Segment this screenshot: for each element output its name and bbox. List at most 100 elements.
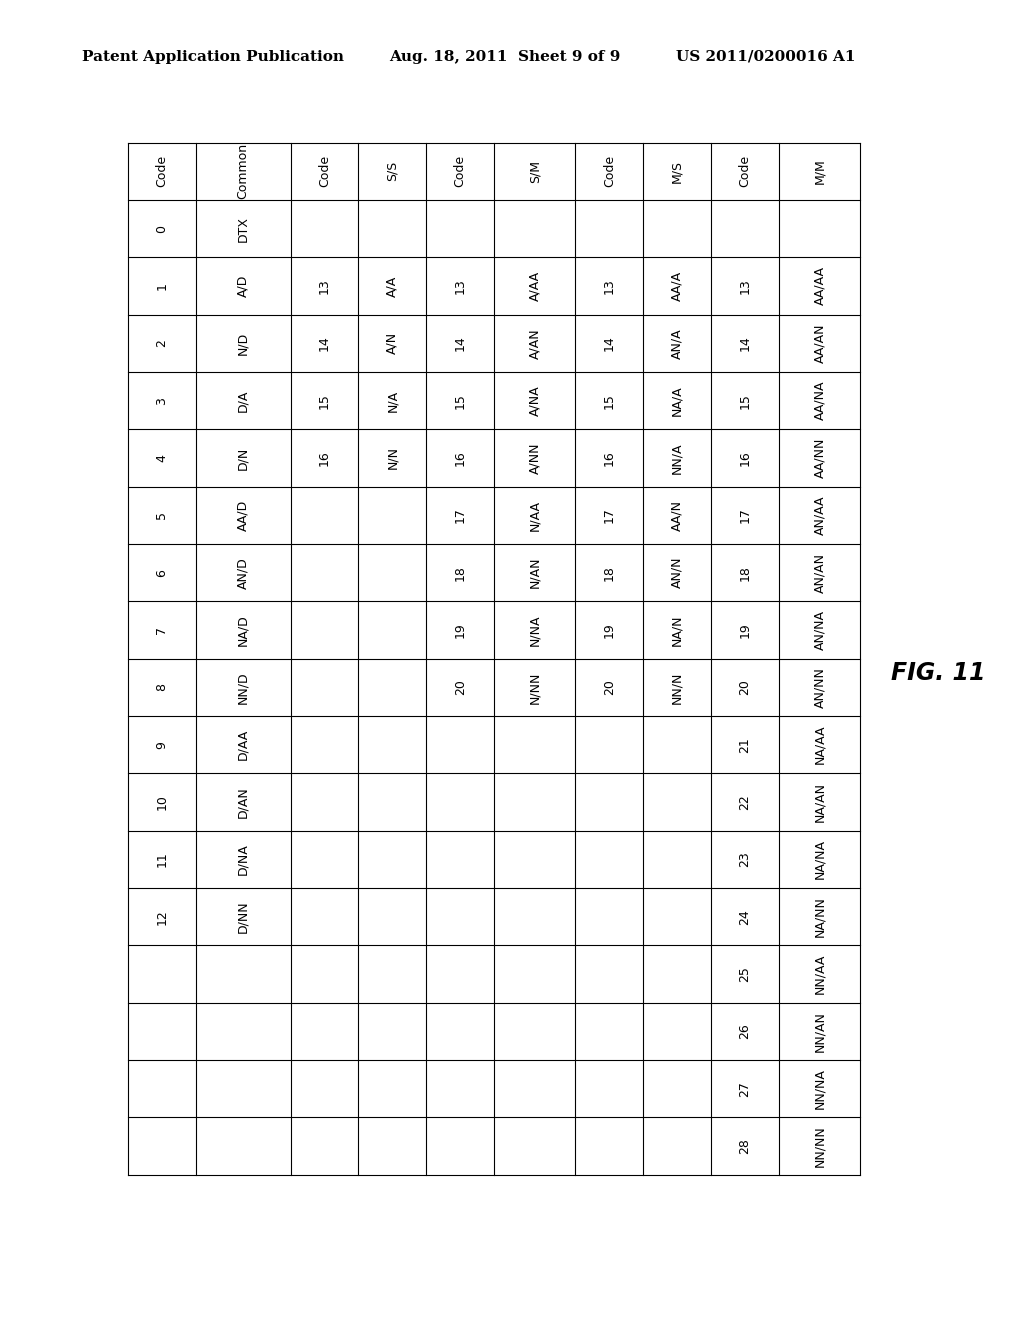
Text: S/S: S/S [386,161,399,181]
Text: Code: Code [603,156,615,187]
Text: M/M: M/M [813,158,826,183]
Text: 23: 23 [738,851,752,867]
Text: AA/A: AA/A [671,271,684,301]
Text: 21: 21 [738,737,752,752]
Text: 14: 14 [454,335,467,351]
Text: 20: 20 [738,680,752,696]
Text: Aug. 18, 2011  Sheet 9 of 9: Aug. 18, 2011 Sheet 9 of 9 [389,50,621,63]
Text: NA/AA: NA/AA [813,725,826,764]
Text: AN/A: AN/A [671,327,684,359]
Text: 17: 17 [738,507,752,523]
Text: NA/D: NA/D [237,614,250,645]
Text: AN/N: AN/N [671,557,684,589]
Text: M/S: M/S [671,160,684,182]
Text: 25: 25 [738,966,752,982]
Text: AA/D: AA/D [237,500,250,531]
Text: A/NA: A/NA [528,385,542,416]
Text: 13: 13 [738,279,752,294]
Text: 0: 0 [156,224,168,232]
Text: 22: 22 [738,795,752,810]
Text: 18: 18 [603,565,615,581]
Text: AA/AA: AA/AA [813,267,826,305]
Text: NN/AN: NN/AN [813,1011,826,1052]
Text: 17: 17 [454,507,467,523]
Text: N/AA: N/AA [528,500,542,531]
Text: 15: 15 [454,392,467,409]
Text: NN/NN: NN/NN [813,1125,826,1167]
Text: D/AA: D/AA [237,729,250,760]
Text: A/NN: A/NN [528,442,542,474]
Text: N/D: N/D [237,331,250,355]
Text: 13: 13 [454,279,467,294]
Text: A/D: A/D [237,275,250,297]
Text: Code: Code [156,156,168,187]
Text: 16: 16 [738,450,752,466]
Text: AA/NA: AA/NA [813,381,826,420]
Text: 8: 8 [156,684,168,692]
Text: Code: Code [738,156,752,187]
Text: AN/NA: AN/NA [813,610,826,649]
Text: 15: 15 [738,392,752,409]
Text: A/AA: A/AA [528,271,542,301]
Text: 20: 20 [603,680,615,696]
Text: 12: 12 [156,909,168,924]
Text: 15: 15 [603,392,615,409]
Text: 5: 5 [156,511,168,519]
Text: 18: 18 [454,565,467,581]
Text: N/N: N/N [386,446,399,470]
Text: US 2011/0200016 A1: US 2011/0200016 A1 [676,50,855,63]
Text: NN/D: NN/D [237,671,250,704]
Text: 17: 17 [603,507,615,523]
Text: 24: 24 [738,909,752,924]
Text: 16: 16 [603,450,615,466]
Text: Common: Common [237,143,250,199]
Text: 14: 14 [318,335,331,351]
Text: NA/NA: NA/NA [813,840,826,879]
Text: N/NA: N/NA [528,614,542,645]
Text: D/AN: D/AN [237,787,250,818]
Text: D/A: D/A [237,389,250,412]
Text: 15: 15 [318,392,331,409]
Text: 13: 13 [318,279,331,294]
Text: 14: 14 [738,335,752,351]
Text: AN/AN: AN/AN [813,553,826,593]
Text: N/A: N/A [386,389,399,412]
Text: 9: 9 [156,741,168,748]
Text: NA/N: NA/N [671,614,684,645]
Text: NA/AN: NA/AN [813,781,826,822]
Text: FIG. 11: FIG. 11 [891,661,985,685]
Text: 19: 19 [603,622,615,638]
Text: 20: 20 [454,680,467,696]
Text: 14: 14 [603,335,615,351]
Text: 19: 19 [454,622,467,638]
Text: 11: 11 [156,851,168,867]
Text: 26: 26 [738,1023,752,1039]
Text: AN/D: AN/D [237,557,250,589]
Text: 4: 4 [156,454,168,462]
Text: 18: 18 [738,565,752,581]
Text: NN/A: NN/A [671,442,684,474]
Text: D/NN: D/NN [237,900,250,933]
Text: D/NA: D/NA [237,843,250,875]
Text: 10: 10 [156,795,168,810]
Text: NN/NA: NN/NA [813,1068,826,1109]
Text: 16: 16 [318,450,331,466]
Text: 1: 1 [156,282,168,290]
Text: 19: 19 [738,622,752,638]
Text: 16: 16 [454,450,467,466]
Text: NN/N: NN/N [671,671,684,704]
Text: NA/A: NA/A [671,385,684,416]
Text: AA/NN: AA/NN [813,438,826,478]
Text: N/NN: N/NN [528,671,542,704]
Text: NA/NN: NA/NN [813,896,826,937]
Text: A/A: A/A [386,276,399,297]
Text: DTX: DTX [237,215,250,242]
Text: AA/AN: AA/AN [813,323,826,363]
Text: 6: 6 [156,569,168,577]
Text: D/N: D/N [237,446,250,470]
Text: AN/NN: AN/NN [813,667,826,708]
Text: 27: 27 [738,1081,752,1097]
Text: S/M: S/M [528,160,542,182]
Text: 2: 2 [156,339,168,347]
Text: N/AN: N/AN [528,557,542,589]
